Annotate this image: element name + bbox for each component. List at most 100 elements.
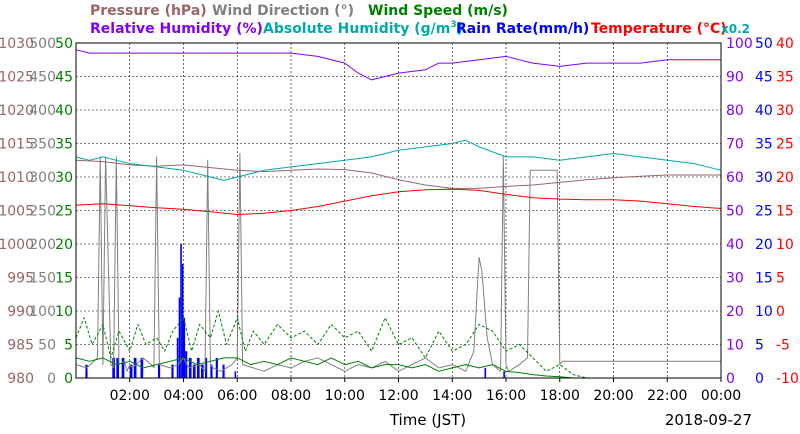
y-tick-pressure: 980 bbox=[7, 371, 34, 387]
x-axis-label: Time (JST) bbox=[389, 411, 466, 429]
rain-rate-bar bbox=[116, 357, 119, 378]
y-tick-temperature: 35 bbox=[776, 70, 794, 86]
y-tick-temperature: -10 bbox=[776, 371, 799, 387]
y-tick-wind-direction: 150 bbox=[29, 271, 56, 287]
x-tick-label: 16:00 bbox=[486, 388, 526, 404]
y-tick-rain-rate: 20 bbox=[755, 237, 773, 253]
y-tick-rain-rate: 0 bbox=[755, 371, 764, 387]
y-tick-wind-speed: 10 bbox=[55, 304, 73, 320]
rain-rate-bar bbox=[185, 351, 188, 378]
y-tick-temperature: 10 bbox=[776, 237, 794, 253]
rain-rate-bar bbox=[484, 367, 487, 378]
rain-rate-bar bbox=[234, 371, 237, 378]
rain-rate-bar bbox=[121, 357, 125, 378]
y-tick-pressure: 985 bbox=[7, 338, 34, 354]
x-tick-label: 12:00 bbox=[378, 388, 418, 404]
legend-pressure: Pressure (hPa) bbox=[90, 3, 207, 19]
y-tick-pressure: 995 bbox=[7, 271, 34, 287]
rain-rate-bar bbox=[205, 357, 208, 378]
y-tick-temperature: 15 bbox=[776, 204, 794, 220]
legend-temperature: Temperature (°C) bbox=[591, 21, 727, 37]
y-axes: 9809859909951000100510101015102010251030… bbox=[0, 36, 799, 387]
x-tick-label: 02:00 bbox=[110, 388, 150, 404]
rain-rate-bar bbox=[85, 364, 88, 378]
y-tick-rain-rate: 10 bbox=[755, 304, 773, 320]
y-tick-temperature: 40 bbox=[776, 36, 794, 52]
series-line-relative-humidity bbox=[75, 49, 721, 81]
y-tick-humidity: 80 bbox=[726, 103, 744, 119]
rain-rate-bar bbox=[210, 364, 213, 378]
y-tick-rain-rate: 45 bbox=[755, 70, 773, 86]
y-tick-rain-rate: 35 bbox=[755, 137, 773, 153]
legend-absolute-humidity-label: Absolute Humidity (g/m bbox=[263, 21, 450, 37]
y-tick-temperature: 20 bbox=[776, 170, 794, 186]
y-tick-temperature: 25 bbox=[776, 137, 794, 153]
date-label: 2018-09-27 bbox=[665, 411, 752, 429]
y-tick-rain-rate: 25 bbox=[755, 204, 773, 220]
y-tick-wind-speed: 20 bbox=[55, 237, 73, 253]
y-tick-humidity: 70 bbox=[726, 137, 744, 153]
rain-rate-bar bbox=[192, 364, 196, 378]
rain-rate-bar bbox=[129, 364, 133, 378]
x-axis: 02:00 04:00 06:00 08:00 10:00 12:00 14:00 16:00… bbox=[110, 378, 741, 404]
series-layer bbox=[75, 49, 722, 379]
rain-rate-bar bbox=[196, 357, 200, 378]
y-tick-temperature: 5 bbox=[776, 271, 785, 287]
x-tick-label: 06:00 bbox=[217, 388, 257, 404]
series-line-wind-direction bbox=[75, 153, 721, 372]
series-line-absolute-humidity-g-m3-x0-2 bbox=[75, 139, 722, 181]
legend-absolute-humidity-tail: ) bbox=[457, 21, 463, 37]
y-tick-wind-speed: 30 bbox=[55, 170, 73, 186]
legend-absolute-humidity-sup: 3 bbox=[450, 20, 456, 30]
y-tick-wind-speed: 5 bbox=[64, 338, 73, 354]
series-line-wind-speed-m-s-dashed bbox=[75, 310, 721, 379]
rain-rate-bar bbox=[171, 364, 174, 378]
rain-rate-bar bbox=[180, 244, 182, 378]
y-tick-temperature: 0 bbox=[776, 304, 785, 320]
legend-absolute-humidity: Absolute Humidity (g/m3) bbox=[263, 20, 463, 37]
legend-wind-direction: Wind Direction (°) bbox=[212, 3, 354, 19]
grid bbox=[76, 43, 721, 378]
y-tick-wind-direction: 100 bbox=[29, 304, 56, 320]
rain-rate-bar bbox=[157, 364, 161, 378]
y-tick-wind-speed: 0 bbox=[64, 371, 73, 387]
x-tick-label: 18:00 bbox=[540, 388, 580, 404]
y-tick-humidity: 100 bbox=[726, 36, 753, 52]
y-tick-pressure: 1010 bbox=[0, 170, 34, 186]
y-tick-wind-direction: 350 bbox=[29, 137, 56, 153]
rain-rate-bar bbox=[503, 371, 505, 378]
y-tick-humidity: 0 bbox=[726, 371, 735, 387]
y-tick-temperature: 30 bbox=[776, 103, 794, 119]
y-tick-humidity: 20 bbox=[726, 304, 744, 320]
y-tick-pressure: 1020 bbox=[0, 103, 34, 119]
y-tick-rain-rate: 30 bbox=[755, 170, 773, 186]
legend-factor: x0.2 bbox=[721, 22, 750, 36]
legend-row-1: Pressure (hPa) Wind Direction (°) Wind S… bbox=[90, 3, 508, 19]
y-tick-wind-speed: 45 bbox=[55, 70, 73, 86]
rain-rate-bar bbox=[133, 357, 137, 378]
y-tick-wind-direction: 500 bbox=[29, 36, 56, 52]
y-tick-humidity: 10 bbox=[726, 338, 744, 354]
y-tick-wind-direction: 450 bbox=[29, 70, 56, 86]
rain-rate-bar bbox=[200, 364, 204, 378]
y-tick-rain-rate: 50 bbox=[755, 36, 773, 52]
y-tick-humidity: 50 bbox=[726, 204, 744, 220]
rain-rate-bar bbox=[178, 297, 181, 378]
x-tick-label: 08:00 bbox=[271, 388, 311, 404]
y-tick-wind-speed: 50 bbox=[55, 36, 73, 52]
x-tick-label: 14:00 bbox=[432, 388, 472, 404]
y-tick-wind-direction: 250 bbox=[29, 204, 56, 220]
x-tick-label: 00:00 bbox=[701, 388, 741, 404]
x-tick-label: 04:00 bbox=[163, 388, 203, 404]
y-tick-rain-rate: 40 bbox=[755, 103, 773, 119]
y-tick-pressure: 1000 bbox=[0, 237, 34, 253]
legend-row-2: Relative Humidity (%) Absolute Humidity … bbox=[90, 20, 750, 37]
rain-rate-bar bbox=[176, 337, 179, 378]
x-tick-label: 20:00 bbox=[593, 388, 633, 404]
rain-rate-bar bbox=[215, 357, 218, 378]
y-tick-wind-direction: 0 bbox=[47, 371, 56, 387]
legend-rain-rate: Rain Rate(mm/h) bbox=[456, 21, 589, 37]
y-tick-humidity: 60 bbox=[726, 170, 744, 186]
y-tick-humidity: 30 bbox=[726, 271, 744, 287]
